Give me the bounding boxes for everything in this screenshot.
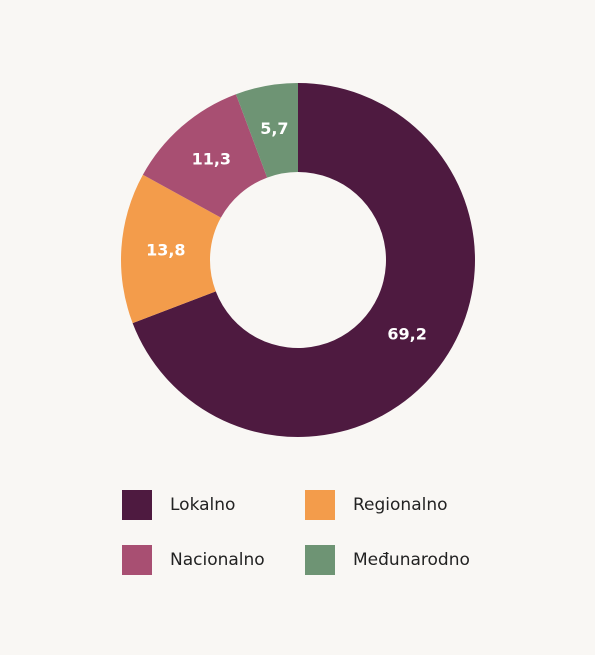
data-label: 69,2 [387, 325, 426, 344]
donut-slice [235, 83, 298, 178]
data-label: 11,3 [192, 149, 231, 168]
legend-swatch [122, 545, 152, 575]
donut-slice [132, 83, 475, 437]
donut-slice [142, 94, 268, 218]
data-label: 13,8 [146, 240, 185, 259]
legend-label: Regionalno [353, 495, 448, 515]
legend-swatch [305, 490, 335, 520]
legend-swatch [122, 490, 152, 520]
donut-slice [121, 174, 221, 324]
legend-label: Nacionalno [170, 550, 265, 570]
data-label: 5,7 [260, 119, 288, 138]
legend-label: Lokalno [170, 495, 235, 515]
legend-label: Međunarodno [353, 550, 470, 570]
legend-swatch [305, 545, 335, 575]
